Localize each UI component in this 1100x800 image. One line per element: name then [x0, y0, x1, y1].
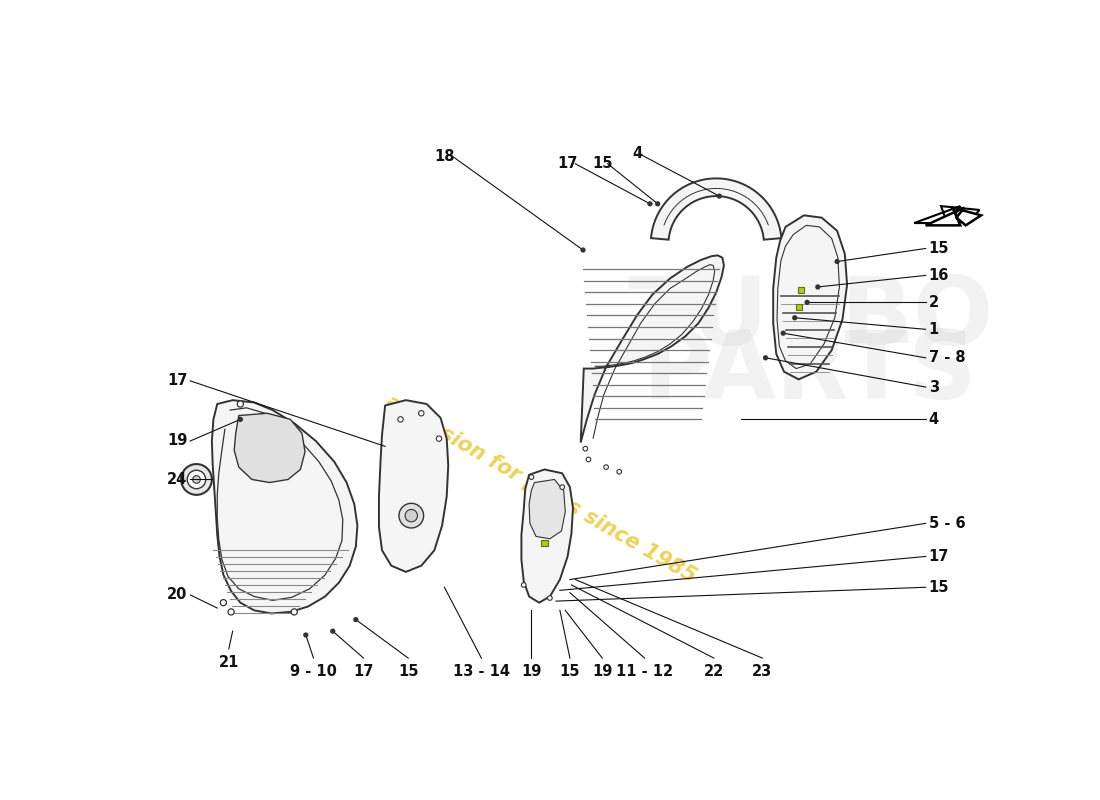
Circle shape — [192, 476, 200, 483]
Polygon shape — [581, 255, 724, 442]
Bar — [798, 287, 804, 293]
Text: 24: 24 — [167, 472, 187, 487]
Polygon shape — [521, 470, 573, 602]
Polygon shape — [529, 479, 565, 538]
Text: 5 - 6: 5 - 6 — [928, 516, 966, 531]
Circle shape — [805, 301, 808, 304]
Bar — [796, 304, 802, 310]
Circle shape — [581, 248, 585, 252]
Text: a passion for parts since 1985: a passion for parts since 1985 — [382, 391, 700, 586]
Text: 20: 20 — [167, 587, 187, 602]
Polygon shape — [914, 206, 980, 223]
Circle shape — [529, 475, 534, 479]
Polygon shape — [926, 208, 981, 226]
Circle shape — [583, 446, 587, 451]
Circle shape — [331, 630, 334, 633]
Text: 19: 19 — [521, 664, 541, 679]
Text: 15: 15 — [560, 664, 580, 679]
Circle shape — [182, 464, 212, 495]
Circle shape — [220, 599, 227, 606]
Circle shape — [816, 285, 820, 289]
Text: 4: 4 — [928, 412, 939, 427]
Circle shape — [228, 609, 234, 615]
Text: 7 - 8: 7 - 8 — [928, 350, 966, 366]
Polygon shape — [378, 400, 449, 572]
Circle shape — [354, 618, 358, 622]
Circle shape — [793, 316, 796, 320]
Text: 4: 4 — [632, 146, 642, 162]
Circle shape — [419, 410, 424, 416]
Text: 16: 16 — [928, 268, 949, 283]
Text: 17: 17 — [558, 156, 578, 171]
Circle shape — [586, 457, 591, 462]
Circle shape — [521, 582, 526, 587]
Polygon shape — [234, 414, 305, 482]
Text: 11 - 12: 11 - 12 — [616, 664, 673, 679]
Text: 9 - 10: 9 - 10 — [290, 664, 337, 679]
Circle shape — [560, 485, 564, 490]
Text: 23: 23 — [752, 664, 772, 679]
Text: 2: 2 — [928, 295, 939, 310]
Text: 19: 19 — [167, 434, 187, 449]
Circle shape — [187, 470, 206, 489]
Text: 17: 17 — [353, 664, 374, 679]
Text: 15: 15 — [928, 241, 949, 256]
Circle shape — [656, 202, 660, 206]
Polygon shape — [773, 215, 847, 379]
Circle shape — [437, 436, 442, 442]
Text: 17: 17 — [928, 549, 949, 564]
Text: 15: 15 — [592, 156, 613, 171]
Circle shape — [292, 609, 297, 615]
Text: 3: 3 — [928, 379, 939, 394]
Text: 1: 1 — [928, 322, 939, 337]
Circle shape — [238, 401, 243, 407]
Text: 15: 15 — [398, 664, 418, 679]
Circle shape — [239, 418, 242, 422]
Text: 19: 19 — [592, 664, 613, 679]
Bar — [541, 539, 548, 546]
Circle shape — [398, 417, 404, 422]
Circle shape — [835, 260, 839, 263]
Circle shape — [717, 194, 722, 198]
Text: 13 - 14: 13 - 14 — [453, 664, 510, 679]
Text: 22: 22 — [704, 664, 724, 679]
Text: PARTS: PARTS — [642, 327, 978, 419]
Circle shape — [548, 596, 552, 600]
Circle shape — [405, 510, 418, 522]
Text: 15: 15 — [928, 580, 949, 594]
Text: TURBO: TURBO — [627, 274, 993, 366]
Circle shape — [781, 331, 785, 335]
Text: 21: 21 — [219, 655, 239, 670]
Circle shape — [304, 633, 308, 637]
Circle shape — [617, 470, 621, 474]
Polygon shape — [212, 400, 358, 614]
Text: 18: 18 — [434, 149, 454, 163]
Circle shape — [604, 465, 608, 470]
Circle shape — [648, 202, 652, 206]
Text: 17: 17 — [167, 374, 187, 389]
Circle shape — [763, 356, 768, 360]
Circle shape — [399, 503, 424, 528]
Polygon shape — [651, 178, 781, 240]
